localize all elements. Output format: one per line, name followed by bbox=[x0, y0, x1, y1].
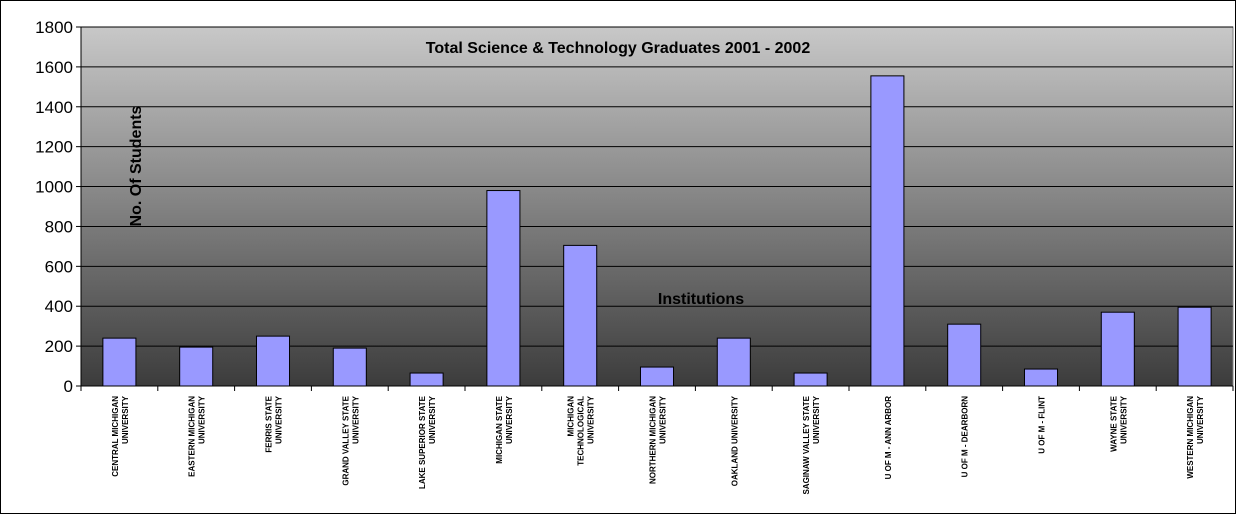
y-tick-label: 1800 bbox=[35, 18, 73, 37]
x-tick-label-line: UNIVERSITY bbox=[428, 395, 437, 444]
bar bbox=[102, 337, 137, 387]
gridlines bbox=[81, 26, 1233, 347]
x-tick-label-line: UNIVERSITY bbox=[121, 395, 130, 444]
bar bbox=[255, 335, 291, 387]
x-tick-label: EASTERN MICHIGAN UNIVERSITY bbox=[188, 395, 207, 477]
y-tick-label: 1400 bbox=[35, 98, 73, 117]
bar bbox=[639, 366, 675, 387]
y-tick-label: 200 bbox=[45, 337, 73, 356]
x-tick-label-line: LAKE SUPERIOR STATE bbox=[418, 395, 427, 489]
x-tick-label: U OF M - DEARBORN bbox=[961, 396, 970, 478]
x-tick-label-line: MICHIGAN bbox=[567, 396, 576, 437]
x-tick-label-line: UNIVERSITY bbox=[198, 395, 207, 444]
x-tick-label-line: U OF M - FLINT bbox=[1038, 396, 1047, 454]
x-tick-label: NORTHERN MICHIGAN UNIVERSITY bbox=[649, 395, 668, 484]
y-tick-label: 1200 bbox=[35, 138, 73, 157]
x-tick-label-line: SAGINAW VALLEY STATE bbox=[802, 395, 811, 494]
x-tick-label-line: WAYNE STATE bbox=[1109, 395, 1118, 452]
x-axis-labels: CENTRAL MICHIGAN UNIVERSITY EASTERN MICHIG… bbox=[80, 386, 1234, 495]
x-tick-label-line: U OF M - DEARBORN bbox=[961, 396, 970, 478]
plot-area bbox=[80, 26, 1234, 387]
x-tick-label: SAGINAW VALLEY STATE UNIVERSITY bbox=[802, 395, 821, 494]
x-tick-label-line: UNIVERSITY bbox=[659, 395, 668, 444]
y-axis-title: No. Of Students bbox=[128, 105, 145, 226]
bar bbox=[179, 346, 214, 387]
x-tick-label-line: UNIVERSITY bbox=[505, 395, 514, 444]
x-tick-label: CENTRAL MICHIGAN UNIVERSITY bbox=[111, 395, 130, 476]
bar bbox=[1100, 311, 1135, 387]
bar bbox=[716, 337, 751, 387]
x-tick-label: MICHIGAN STATE UNIVERSITY bbox=[495, 395, 514, 463]
bars bbox=[102, 75, 1212, 387]
bar bbox=[1177, 306, 1212, 387]
bar bbox=[486, 190, 521, 387]
x-tick-label-line: MICHIGAN STATE bbox=[495, 395, 504, 463]
y-tick-label: 1000 bbox=[35, 178, 73, 197]
x-tick-label-line: U OF M - ANN ARBOR bbox=[884, 396, 893, 480]
x-tick-label-line: UNIVERSITY bbox=[1119, 395, 1128, 444]
x-axis-title: Institutions bbox=[658, 291, 744, 308]
bar bbox=[1023, 368, 1059, 387]
bar bbox=[332, 347, 367, 387]
x-tick-label: WAYNE STATE UNIVERSITY bbox=[1109, 395, 1128, 452]
bar bbox=[870, 75, 905, 387]
x-tick-label-line: UNIVERSITY bbox=[351, 395, 360, 444]
bar bbox=[563, 244, 598, 387]
x-tick-label: LAKE SUPERIOR STATE UNIVERSITY bbox=[418, 395, 437, 489]
y-tick-label: 0 bbox=[64, 377, 73, 396]
y-tick-label: 800 bbox=[45, 217, 73, 236]
x-tick-label-line: UNIVERSITY bbox=[812, 395, 821, 444]
bar bbox=[947, 323, 982, 387]
x-tick-label-line: OAKLAND UNIVERSITY bbox=[730, 395, 739, 486]
x-tick-label-line: FERRIS STATE bbox=[265, 395, 274, 452]
x-tick-label: GRAND VALLEY STATE UNIVERSITY bbox=[341, 395, 360, 485]
y-tick-label: 400 bbox=[45, 297, 73, 316]
x-tick-label: MICHIGAN TECHNOLOGICAL UNIVERSITY bbox=[567, 395, 596, 465]
x-tick-label-line: UNIVERSITY bbox=[275, 395, 284, 444]
bar bbox=[793, 372, 828, 387]
x-tick-label: U OF M - FLINT bbox=[1038, 396, 1047, 454]
x-tick-label: FERRIS STATE UNIVERSITY bbox=[265, 395, 284, 452]
x-tick-label-line: WESTERN MICHIGAN bbox=[1186, 396, 1195, 479]
x-tick-label-line: NORTHERN MICHIGAN bbox=[649, 396, 658, 484]
x-tick-label-line: UNIVERSITY bbox=[587, 395, 596, 444]
x-tick-label-line: CENTRAL MICHIGAN bbox=[111, 396, 120, 477]
bar bbox=[409, 372, 444, 387]
x-tick-label-line: UNIVERSITY bbox=[1196, 395, 1205, 444]
y-tick-label: 600 bbox=[45, 257, 73, 276]
x-tick-label-line: GRAND VALLEY STATE bbox=[341, 395, 350, 485]
x-tick-label-line: TECHNOLOGICAL bbox=[577, 396, 586, 466]
x-tick-label: OAKLAND UNIVERSITY bbox=[730, 395, 739, 486]
x-tick-label-line: EASTERN MICHIGAN bbox=[188, 396, 197, 477]
x-tick-label: WESTERN MICHIGAN UNIVERSITY bbox=[1186, 395, 1205, 478]
x-tick-label: U OF M - ANN ARBOR bbox=[884, 396, 893, 480]
y-tick-label: 1600 bbox=[35, 58, 73, 77]
chart-title: Total Science & Technology Graduates 200… bbox=[426, 40, 811, 57]
y-axis-ticks: 0 200 400 600 800 1000 1200 1400 1600 1800 bbox=[35, 18, 81, 396]
